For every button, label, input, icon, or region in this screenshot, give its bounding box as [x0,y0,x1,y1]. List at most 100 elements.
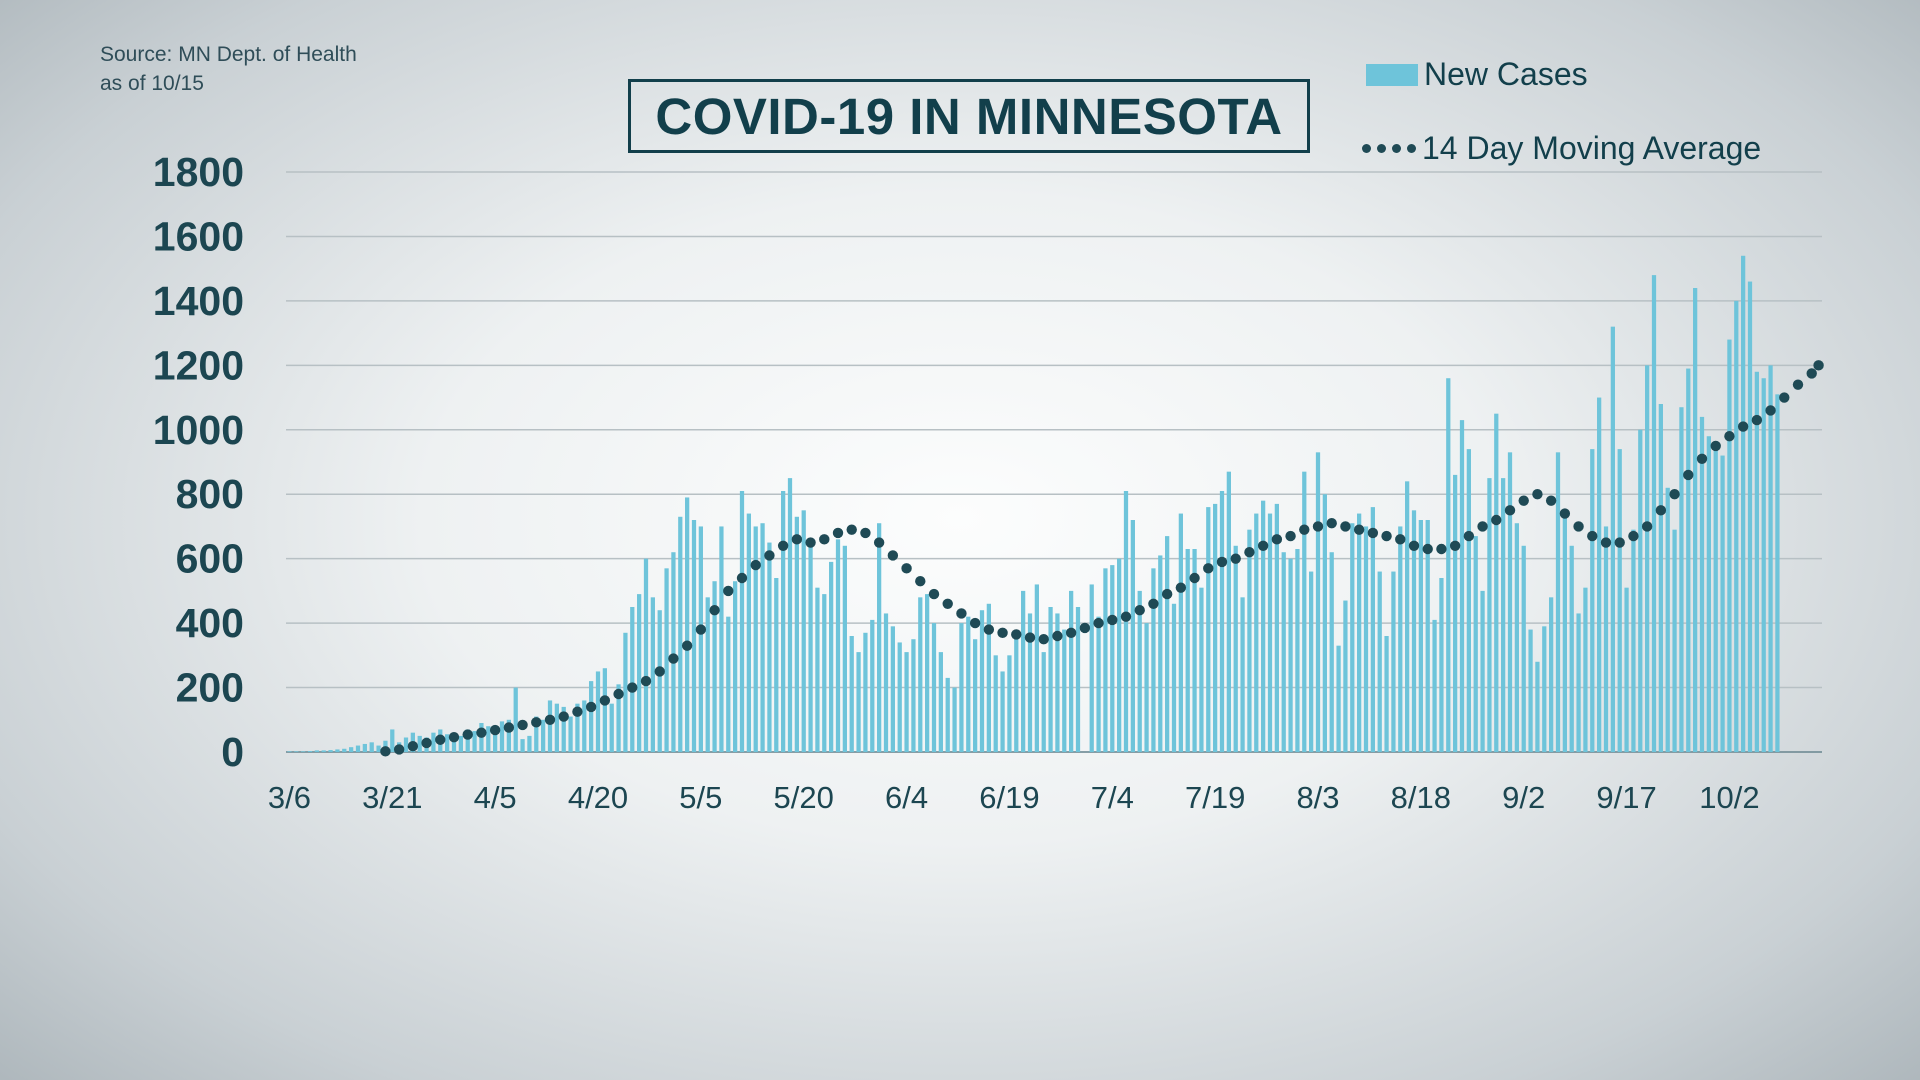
dot-moving-average [531,717,542,728]
bar-new-cases [541,719,546,752]
bar-new-cases [554,703,559,752]
dot-moving-average [1491,514,1502,526]
dot-moving-average [1422,543,1433,555]
dot-moving-average [1806,368,1817,379]
dot-moving-average [1518,495,1529,506]
bar-new-cases [1226,471,1231,752]
bar-new-cases [877,523,882,752]
dot-moving-average [1436,543,1447,555]
x-tick-label: 3/21 [362,780,422,815]
dot-moving-average [462,729,473,740]
bar-new-cases [321,750,326,752]
bar-new-cases [1117,558,1122,752]
bar-swatch-icon [1366,63,1418,86]
dot-moving-average [805,537,816,548]
bar-new-cases [342,748,347,752]
bar-new-cases [1103,568,1108,752]
dot-moving-average [1065,627,1077,638]
as-of-date: as of 10/15 [100,72,204,95]
dot-moving-average [503,722,515,733]
source-note: Source: MN Dept. of Health as of 10/15 [100,40,357,98]
bar-new-cases [822,594,827,752]
bar-new-cases [294,751,299,752]
y-tick-label: 1600 [153,213,244,259]
dot-series-moving-average [380,360,1824,757]
dot-moving-average [764,550,775,561]
y-tick-label: 1400 [153,278,244,324]
x-axis: 3/6 3/21 4/5 4/20 5/5 5/20 6/4 6/19 7/4 7/19 8/3 8/… [268,780,1760,815]
bar-new-cases [1542,626,1547,752]
bar-new-cases [493,726,498,752]
bar-new-cases [1281,552,1286,752]
dot-moving-average [1134,605,1145,616]
bar-new-cases [746,513,751,752]
x-tick-label: 5/5 [679,780,722,815]
bar-new-cases [1014,636,1019,752]
dot-moving-average [1737,421,1749,432]
dot-moving-average [1600,537,1612,548]
bar-new-cases [589,681,594,752]
dot-moving-average [1175,582,1187,593]
bar-new-cases [760,523,765,752]
bar-new-cases [1425,520,1430,752]
dot-moving-average [1244,547,1255,558]
bar-new-cases [1590,449,1595,752]
bar-new-cases [1624,587,1629,752]
bar-new-cases [794,516,799,752]
dot-moving-average [1203,563,1214,574]
bar-new-cases [1535,661,1540,752]
dot-moving-average [517,719,528,731]
bar-new-cases [403,737,409,752]
bar-new-cases [390,729,395,752]
y-tick-label: 400 [176,600,244,646]
bar-new-cases [1583,587,1588,752]
bar-new-cases [1494,413,1499,752]
legend-new-cases: New Cases [1366,56,1588,93]
bar-new-cases [1775,394,1780,752]
bar-new-cases [1439,578,1444,752]
x-tick-label: 10/2 [1699,780,1759,815]
bar-new-cases [1377,571,1382,752]
y-tick-label: 800 [176,471,244,517]
dot-moving-average [1765,405,1776,416]
dot-moving-average [1813,360,1824,371]
y-axis: 0 200 400 600 800 1000 1200 1400 1600 1800 [153,149,244,775]
dot-moving-average [1381,530,1392,542]
bar-new-cases [1576,613,1581,752]
bar-new-cases [1734,300,1739,752]
bar-new-cases [842,545,847,752]
dot-moving-average [1449,540,1461,551]
bar-new-cases [582,700,587,752]
dot-moving-average [777,540,789,551]
bar-new-cases [1158,555,1163,752]
bar-new-cases [918,597,923,752]
x-tick-label: 7/19 [1185,780,1245,815]
bar-new-cases [1507,452,1513,752]
bar-new-cases [1562,513,1567,752]
legend-moving-average-label: 14 Day Moving Average [1422,130,1762,166]
bar-new-cases [979,610,985,752]
x-tick-label: 6/19 [979,780,1039,815]
bar-new-cases [1754,371,1759,752]
x-tick-label: 8/18 [1391,780,1451,815]
dot-moving-average [1161,588,1173,600]
bar-new-cases [650,597,655,752]
bar-new-cases [691,520,697,752]
dot-moving-average [393,744,405,755]
bar-new-cases [376,745,381,752]
bar-new-cases [849,636,854,752]
bar-new-cases [314,750,319,752]
bar-new-cases [520,739,525,752]
dot-moving-average [1024,632,1036,643]
bar-new-cases [1411,510,1417,752]
bar-new-cases [1363,526,1369,752]
bar-new-cases [643,558,649,752]
dotted-line-icon [1362,144,1416,153]
dot-moving-average [997,627,1008,638]
bar-new-cases [726,616,731,752]
bar-new-cases [1240,597,1245,752]
dot-moving-average [1573,521,1584,532]
x-tick-label: 4/5 [474,780,517,815]
bar-new-cases [1686,368,1691,752]
dot-moving-average [791,534,803,545]
